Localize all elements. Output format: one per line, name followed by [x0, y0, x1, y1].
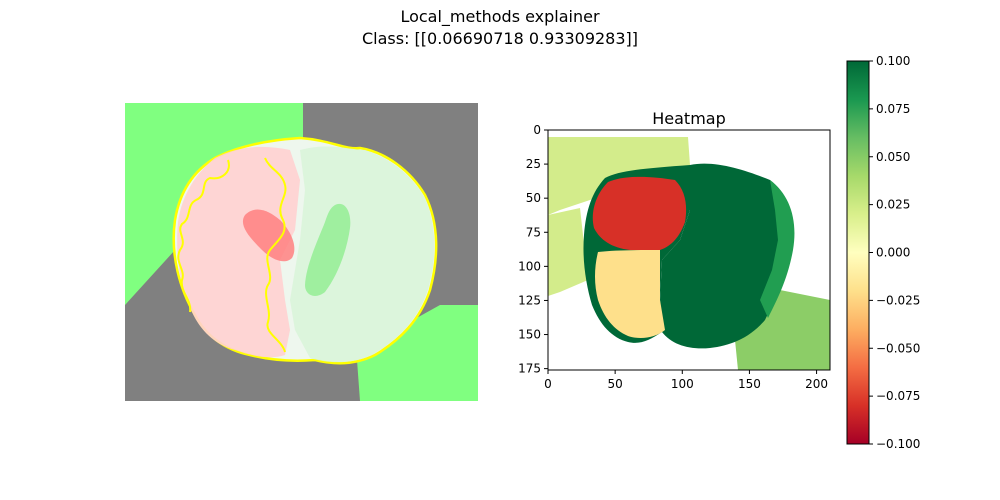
heatmap-y-tick-label: 50: [526, 191, 541, 205]
explanation-overlay-image: [125, 103, 478, 401]
heatmap-y-tick-label: 0: [533, 123, 541, 137]
heatmap-segment-red-upper-left: [592, 176, 687, 250]
heatmap-title: Heatmap: [652, 109, 726, 128]
overlay-ventricle-green: [305, 203, 351, 296]
colorbar-tick-label: −0.025: [876, 293, 920, 307]
colorbar-ticks: 0.100 0.075 0.050 0.025 0.000 −0.025 −0.050 −0.…: [869, 54, 920, 451]
heatmap-segment-dark-green-right: [660, 163, 792, 349]
heatmap-y-tick-label: 25: [526, 157, 541, 171]
heatmap-y-tick-label: 150: [518, 328, 541, 342]
heatmap-segment-yellow-lower-left: [595, 250, 665, 338]
figure-subtitle: Class: [[0.06690718 0.93309283]]: [361, 29, 639, 48]
overlay-brain-left-red: [177, 146, 300, 358]
heatmap-x-tick-label: 200: [805, 377, 828, 391]
colorbar-tick-label: −0.100: [876, 437, 920, 451]
overlay-brain-right-green: [290, 146, 435, 363]
colorbar-tick-label: 0.075: [876, 102, 910, 116]
heatmap-x-tick-label: 100: [671, 377, 694, 391]
heatmap-y-tick-label: 175: [518, 362, 541, 376]
heatmap-x-tick-label: 150: [738, 377, 761, 391]
colorbar-tick-label: 0.050: [876, 150, 910, 164]
colorbar: [846, 60, 870, 445]
heatmap-y-axis: 0 25 50 75 100 125 150 175: [518, 123, 548, 376]
heatmap-y-tick-label: 100: [518, 259, 541, 273]
colorbar-tick-label: 0.000: [876, 246, 910, 260]
overlay-ventricle-red: [242, 209, 295, 262]
figure-title: Local_methods explainer: [400, 7, 600, 26]
heatmap-x-tick-label: 0: [544, 377, 552, 391]
heatmap-axes-frame: [547, 129, 831, 371]
overlay-gyri-boundary: [264, 157, 287, 353]
colorbar-tick-label: 0.025: [876, 198, 910, 212]
colorbar-tick-label: −0.075: [876, 389, 920, 403]
heatmap-x-tick-label: 50: [608, 377, 623, 391]
heatmap-y-tick-label: 75: [526, 225, 541, 239]
heatmap-segment-left-light-green: [548, 208, 588, 296]
heatmap-y-tick-label: 125: [518, 293, 541, 307]
heatmap-x-axis: 0 50 100 150 200: [544, 370, 828, 391]
colorbar-tick-label: −0.050: [876, 341, 920, 355]
heatmap-plot-area: [548, 130, 830, 370]
heatmap-segment-medium-green-outer: [760, 180, 795, 318]
heatmap-segment-bottomright-green: [735, 290, 830, 370]
overlay-segment-bottomright-green: [357, 305, 478, 401]
colorbar-tick-label: 0.100: [876, 54, 910, 68]
overlay-cortex-boundary: [177, 159, 230, 313]
